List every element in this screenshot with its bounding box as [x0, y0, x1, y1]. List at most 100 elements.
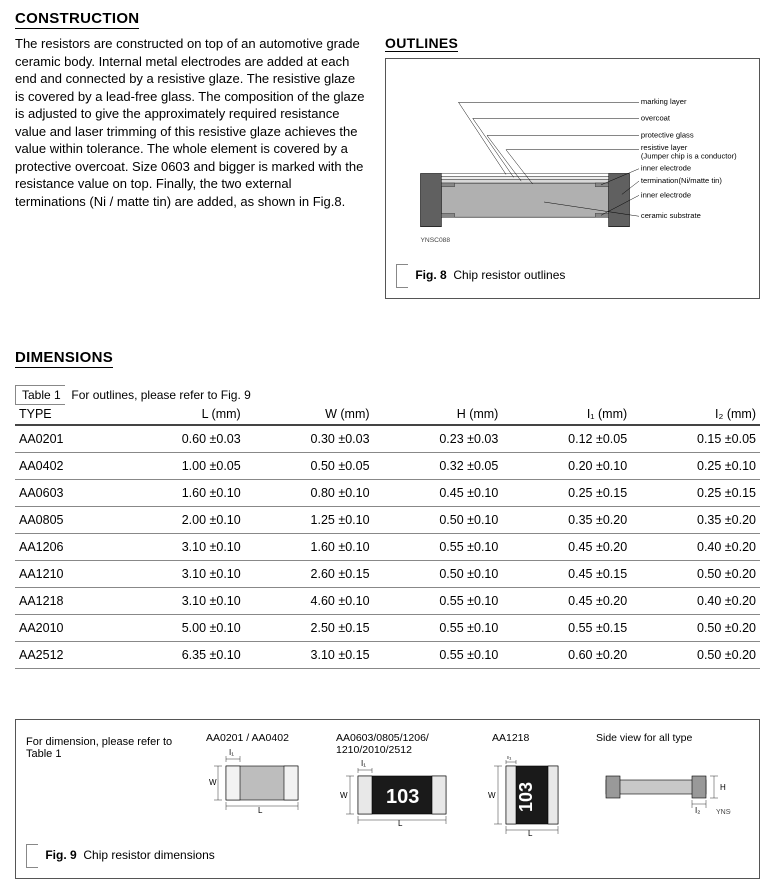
- table-cell: AA2010: [15, 615, 116, 642]
- table-cell: 0.25 ±0.15: [502, 480, 631, 507]
- outline-label: inner electrode: [641, 190, 691, 199]
- outline-label: protective glass: [641, 130, 694, 139]
- table-row: AA25126.35 ±0.103.10 ±0.150.55 ±0.100.60…: [15, 642, 760, 669]
- table-cell: 0.50 ±0.20: [631, 561, 760, 588]
- table-cell: 0.50 ±0.20: [631, 615, 760, 642]
- table-cell: 2.50 ±0.15: [245, 615, 374, 642]
- table-cell: AA0603: [15, 480, 116, 507]
- table-cell: 5.00 ±0.10: [116, 615, 245, 642]
- fig9-group3-label: AA1218: [492, 732, 529, 744]
- table-row: AA08052.00 ±0.101.25 ±0.100.50 ±0.100.35…: [15, 507, 760, 534]
- table-cell: 0.35 ±0.20: [631, 507, 760, 534]
- fig-bracket-icon: [396, 264, 408, 288]
- table-header: I₂ (mm): [631, 404, 760, 425]
- table-cell: 4.60 ±0.10: [245, 588, 374, 615]
- fig9-group4-label: Side view for all type: [596, 732, 736, 756]
- table-cell: 0.60 ±0.20: [502, 642, 631, 669]
- table-cell: 0.55 ±0.10: [374, 534, 503, 561]
- dimensions-table: TYPEL (mm)W (mm)H (mm)I₁ (mm)I₂ (mm) AA0…: [15, 404, 760, 669]
- table-cell: 0.15 ±0.05: [631, 425, 760, 453]
- dim-label-h: H: [720, 783, 726, 792]
- table-cell: 6.35 ±0.10: [116, 642, 245, 669]
- chip-diagram-103: 103 I₁ L W: [336, 756, 466, 826]
- dim-label-w: W: [340, 791, 348, 800]
- table-cell: 0.30 ±0.03: [245, 425, 374, 453]
- table-header: I₁ (mm): [502, 404, 631, 425]
- table-cell: 0.45 ±0.20: [502, 534, 631, 561]
- table-cell: 0.32 ±0.05: [374, 453, 503, 480]
- table-cell: 0.55 ±0.10: [374, 615, 503, 642]
- table-cell: 0.55 ±0.15: [502, 615, 631, 642]
- dim-label-l: L: [398, 819, 403, 826]
- chip-sideview: H I₂ YNSC094: [596, 756, 731, 816]
- table-cell: 0.45 ±0.20: [502, 588, 631, 615]
- table-cell: 0.40 ±0.20: [631, 588, 760, 615]
- diagram-id: YNSC088: [421, 237, 451, 244]
- table-cell: 0.45 ±0.10: [374, 480, 503, 507]
- outline-label: ceramic substrate: [641, 211, 701, 220]
- table-cell: 3.10 ±0.15: [245, 642, 374, 669]
- fig9-group1-label: AA0201 / AA0402: [206, 732, 326, 744]
- outline-label: marking layer: [641, 97, 687, 106]
- dim-label-i1: I₁: [361, 759, 366, 768]
- dim-label-l: L: [528, 829, 533, 836]
- table-cell: 1.60 ±0.10: [116, 480, 245, 507]
- table-cell: 2.00 ±0.10: [116, 507, 245, 534]
- table-header: W (mm): [245, 404, 374, 425]
- table-cell: 0.55 ±0.10: [374, 642, 503, 669]
- table-cell: 0.55 ±0.10: [374, 588, 503, 615]
- table-cell: 0.50 ±0.10: [374, 507, 503, 534]
- fig9-ref-text: For dimension, please refer to Table 1: [26, 732, 196, 760]
- table-cell: AA0402: [15, 453, 116, 480]
- table-cell: 0.25 ±0.10: [631, 453, 760, 480]
- chip-marking-text: 103: [516, 782, 536, 812]
- chip-diagram-small: I₁ L W: [206, 744, 316, 814]
- fig8-label: Fig. 8: [415, 268, 446, 282]
- table-cell: 3.10 ±0.10: [116, 561, 245, 588]
- table-row: AA20105.00 ±0.102.50 ±0.150.55 ±0.100.55…: [15, 615, 760, 642]
- table-cell: AA1206: [15, 534, 116, 561]
- table-cell: 0.40 ±0.20: [631, 534, 760, 561]
- table-cell: 0.12 ±0.05: [502, 425, 631, 453]
- table-cell: 1.00 ±0.05: [116, 453, 245, 480]
- table-header: TYPE: [15, 404, 116, 425]
- table-cell: 0.35 ±0.20: [502, 507, 631, 534]
- chip-outline-diagram: marking layer overcoat protective glass …: [396, 69, 749, 259]
- table-cell: 0.20 ±0.10: [502, 453, 631, 480]
- table-cell: AA1210: [15, 561, 116, 588]
- table-row: AA12183.10 ±0.104.60 ±0.100.55 ±0.100.45…: [15, 588, 760, 615]
- table-cell: 0.80 ±0.10: [245, 480, 374, 507]
- table-header: L (mm): [116, 404, 245, 425]
- table1-label: Table 1: [22, 388, 61, 402]
- outline-label: inner electrode: [641, 164, 691, 173]
- table-cell: 0.50 ±0.05: [245, 453, 374, 480]
- table-cell: AA0201: [15, 425, 116, 453]
- table-cell: AA0805: [15, 507, 116, 534]
- table-row: AA04021.00 ±0.050.50 ±0.050.32 ±0.050.20…: [15, 453, 760, 480]
- table-cell: AA2512: [15, 642, 116, 669]
- table-cell: 0.50 ±0.10: [374, 561, 503, 588]
- section-title-dimensions: DIMENSIONS: [15, 349, 113, 368]
- fig9-caption: Chip resistor dimensions: [83, 848, 214, 862]
- table-cell: 0.45 ±0.15: [502, 561, 631, 588]
- table1-caption: For outlines, please refer to Fig. 9: [71, 388, 250, 402]
- table-cell: 3.10 ±0.10: [116, 534, 245, 561]
- table-cell: 0.60 ±0.03: [116, 425, 245, 453]
- chip-diagram-1218: 103 I₁ L W: [486, 756, 576, 836]
- dim-label-i1: I₁: [507, 756, 512, 761]
- table-row: AA02010.60 ±0.030.30 ±0.030.23 ±0.030.12…: [15, 425, 760, 453]
- table-cell: 1.25 ±0.10: [245, 507, 374, 534]
- table-row: AA06031.60 ±0.100.80 ±0.100.45 ±0.100.25…: [15, 480, 760, 507]
- fig9-group2-label: AA0603/0805/1206/ 1210/2010/2512: [336, 732, 476, 756]
- dim-label-i2: I₂: [695, 806, 700, 815]
- dim-label-w: W: [488, 791, 496, 800]
- chip-marking-text: 103: [386, 786, 419, 808]
- section-title-construction: CONSTRUCTION: [15, 10, 139, 29]
- dim-label-i1: I₁: [229, 748, 234, 757]
- dim-label-w: W: [209, 778, 217, 787]
- outlines-title: OUTLINES: [385, 35, 458, 52]
- table-cell: 0.50 ±0.20: [631, 642, 760, 669]
- fig9-label: Fig. 9: [45, 848, 76, 862]
- table-cell: AA1218: [15, 588, 116, 615]
- table-cell: 1.60 ±0.10: [245, 534, 374, 561]
